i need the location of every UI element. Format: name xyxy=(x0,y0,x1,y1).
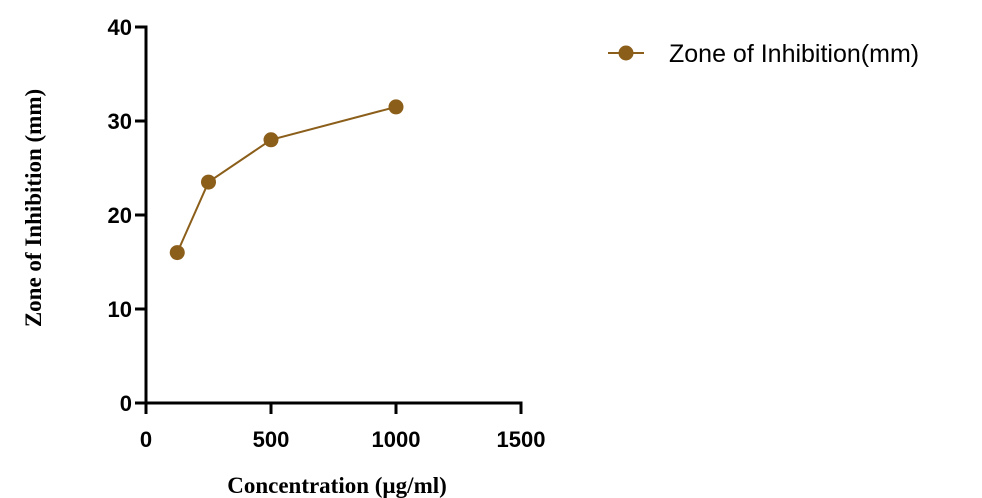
legend-label: Zone of Inhibition(mm) xyxy=(669,40,919,68)
y-tick-label: 10 xyxy=(108,297,132,322)
y-tick-label: 0 xyxy=(120,391,132,416)
x-axis: 0 500 1000 1500 xyxy=(140,401,546,452)
x-axis-title: Concentration (µg/ml) xyxy=(227,473,447,498)
y-axis: 0 10 20 30 40 xyxy=(108,15,148,416)
y-axis-title: Zone of Inhibition (mm) xyxy=(21,89,46,327)
data-point xyxy=(201,174,216,190)
y-tick-label: 20 xyxy=(108,203,132,228)
legend: Zone of Inhibition(mm) xyxy=(608,40,919,68)
x-tick-label: 0 xyxy=(140,427,152,452)
y-tick-label: 30 xyxy=(108,109,132,134)
x-tick-label: 1500 xyxy=(497,427,546,452)
x-tick-label: 1000 xyxy=(372,427,421,452)
legend-dot-marker xyxy=(618,45,634,61)
data-point xyxy=(263,132,279,148)
data-point xyxy=(388,99,404,115)
series-line xyxy=(176,105,397,254)
data-point xyxy=(169,245,185,261)
x-tick-label: 500 xyxy=(253,427,290,452)
series-layer xyxy=(169,99,404,261)
y-tick-label: 40 xyxy=(108,15,132,40)
